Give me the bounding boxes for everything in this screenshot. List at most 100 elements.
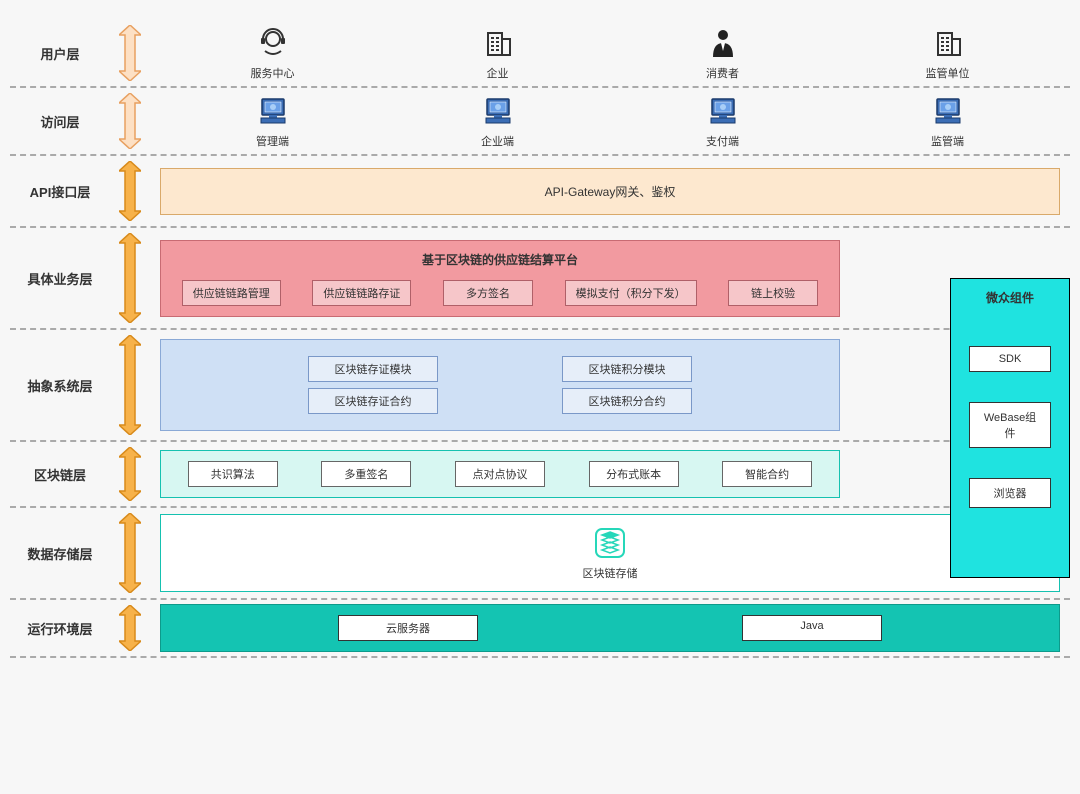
layer-abstract: 抽象系统层 区块链存证模块 区块链积分模块区块链存证合约区块链积分合约 bbox=[10, 330, 1070, 440]
layer-label-text: API接口层 bbox=[30, 182, 91, 201]
box-item: 供应链链路存证 bbox=[312, 280, 411, 306]
arrow-col bbox=[110, 156, 150, 226]
layer-label-text: 用户层 bbox=[40, 44, 79, 63]
icon-item-building: 监管单位 bbox=[888, 25, 1008, 81]
layer-content: 基于区块链的供应链结算平台供应链链路管理供应链链路存证多方签名模拟支付（积分下发… bbox=[150, 228, 850, 328]
layer-user: 用户层服务中心 企业 消费者 监管单位 bbox=[10, 20, 1070, 86]
sidebar-item: 浏览器 bbox=[969, 478, 1051, 508]
box-row: 供应链链路管理供应链链路存证多方签名模拟支付（积分下发）链上校验 bbox=[171, 280, 829, 306]
icon-row: 管理端 企业端 支付端 监管端 bbox=[160, 93, 1060, 149]
arrow-col bbox=[110, 88, 150, 154]
arrow-col bbox=[110, 20, 150, 86]
sidebar-weizhong: 微众组件SDKWeBase组件浏览器 bbox=[950, 278, 1070, 578]
box-item: 分布式账本 bbox=[589, 461, 679, 487]
layer-content: 共识算法 多重签名 点对点协议 分布式账本 智能合约 bbox=[150, 442, 850, 506]
icon-label: 监管单位 bbox=[926, 65, 970, 81]
box-item: 多重签名 bbox=[321, 461, 411, 487]
panel-blockchain: 共识算法 多重签名 点对点协议 分布式账本 智能合约 bbox=[160, 450, 840, 498]
architecture-diagram: 用户层服务中心企业消费者监管单位访问层管理端企业端支付端监管端API接口层API… bbox=[10, 20, 1070, 658]
storage-label: 区块链存储 bbox=[583, 565, 638, 581]
icon-label: 消费者 bbox=[706, 65, 739, 81]
panel-storage: 区块链存储 bbox=[160, 514, 1060, 592]
icon-label: 服务中心 bbox=[251, 65, 295, 81]
arrow-col bbox=[110, 600, 150, 656]
layer-label-text: 数据存储层 bbox=[27, 544, 92, 563]
box-item: Java bbox=[742, 615, 882, 641]
building-icon bbox=[930, 25, 966, 61]
layer-label: 数据存储层 bbox=[10, 508, 110, 598]
panel-abstract: 区块链存证模块 区块链积分模块区块链存证合约区块链积分合约 bbox=[160, 339, 840, 431]
grid-row: 区块链存证合约区块链积分合约 bbox=[251, 388, 749, 414]
box-item: 共识算法 bbox=[188, 461, 278, 487]
layer-label-text: 访问层 bbox=[40, 112, 79, 131]
layer-label: 用户层 bbox=[10, 20, 110, 86]
arrow-col bbox=[110, 508, 150, 598]
box-item: 供应链链路管理 bbox=[182, 280, 281, 306]
icon-item-terminal: 监管端 bbox=[888, 93, 1008, 149]
icon-item-terminal: 管理端 bbox=[213, 93, 333, 149]
box-item: 智能合约 bbox=[722, 461, 812, 487]
icon-row: 服务中心 企业 消费者 监管单位 bbox=[160, 25, 1060, 81]
bidir-arrow-icon bbox=[119, 447, 141, 501]
icon-label: 支付端 bbox=[706, 133, 739, 149]
panel-text: API-Gateway网关、鉴权 bbox=[545, 185, 676, 199]
terminal-icon bbox=[480, 93, 516, 129]
icon-item-terminal: 企业端 bbox=[438, 93, 558, 149]
layer-label-text: 区块链层 bbox=[34, 465, 86, 484]
icon-item-person: 消费者 bbox=[663, 25, 783, 81]
box-item: 区块链积分合约 bbox=[562, 388, 692, 414]
icon-label: 管理端 bbox=[256, 133, 289, 149]
bidir-arrow-icon bbox=[119, 335, 141, 435]
icon-item-building: 企业 bbox=[438, 25, 558, 81]
layer-runtime: 运行环境层 云服务器 Java bbox=[10, 600, 1070, 656]
layer-label-text: 运行环境层 bbox=[27, 619, 92, 638]
layer-label: API接口层 bbox=[10, 156, 110, 226]
divider bbox=[10, 656, 1070, 658]
bidir-arrow-icon bbox=[119, 93, 141, 149]
bidir-arrow-icon bbox=[119, 605, 141, 651]
box-item: 云服务器 bbox=[338, 615, 478, 641]
sidebar-item: WeBase组件 bbox=[969, 402, 1051, 448]
storage-icon-wrap: 区块链存储 bbox=[171, 525, 1049, 581]
layer-content: 服务中心 企业 消费者 监管单位 bbox=[150, 20, 1070, 86]
terminal-icon bbox=[705, 93, 741, 129]
headset-icon bbox=[255, 25, 291, 61]
layer-label-text: 抽象系统层 bbox=[27, 376, 92, 395]
layer-blockchain: 区块链层 共识算法 多重签名 点对点协议 分布式账本 智能合约 bbox=[10, 442, 1070, 506]
terminal-icon bbox=[255, 93, 291, 129]
panel-runtime: 云服务器 Java bbox=[160, 604, 1060, 652]
layer-access: 访问层管理端 企业端 支付端 监管端 bbox=[10, 88, 1070, 154]
grid-row: 区块链存证模块 区块链积分模块 bbox=[251, 356, 749, 382]
layer-content: 区块链存证模块 区块链积分模块区块链存证合约区块链积分合约 bbox=[150, 330, 850, 440]
icon-item-terminal: 支付端 bbox=[663, 93, 783, 149]
layer-api: API接口层 API-Gateway网关、鉴权 bbox=[10, 156, 1070, 226]
layer-content: 管理端 企业端 支付端 监管端 bbox=[150, 88, 1070, 154]
box-row: 共识算法 多重签名 点对点协议 分布式账本 智能合约 bbox=[171, 461, 829, 487]
building-icon bbox=[480, 25, 516, 61]
layer-content: API-Gateway网关、鉴权 bbox=[150, 156, 1070, 226]
layer-label: 抽象系统层 bbox=[10, 330, 110, 440]
icon-label: 企业端 bbox=[481, 133, 514, 149]
bidir-arrow-icon bbox=[119, 513, 141, 593]
icon-item-headset: 服务中心 bbox=[213, 25, 333, 81]
box-item: 区块链积分模块 bbox=[562, 356, 692, 382]
arrow-col bbox=[110, 228, 150, 328]
box-item: 点对点协议 bbox=[455, 461, 545, 487]
layer-content: 云服务器 Java bbox=[150, 600, 1070, 656]
panel-api: API-Gateway网关、鉴权 bbox=[160, 168, 1060, 215]
layer-label: 区块链层 bbox=[10, 442, 110, 506]
arrow-col bbox=[110, 330, 150, 440]
bidir-arrow-icon bbox=[119, 161, 141, 221]
box-item: 模拟支付（积分下发） bbox=[565, 280, 697, 306]
layer-label: 访问层 bbox=[10, 88, 110, 154]
sidebar-title: 微众组件 bbox=[986, 289, 1034, 306]
box-item: 区块链存证模块 bbox=[308, 356, 438, 382]
bidir-arrow-icon bbox=[119, 25, 141, 81]
layer-storage: 数据存储层区块链存储 bbox=[10, 508, 1070, 598]
layer-label: 具体业务层 bbox=[10, 228, 110, 328]
box-row: 云服务器 Java bbox=[171, 615, 1049, 641]
panel-business: 基于区块链的供应链结算平台供应链链路管理供应链链路存证多方签名模拟支付（积分下发… bbox=[160, 240, 840, 317]
box-item: 链上校验 bbox=[728, 280, 818, 306]
bidir-arrow-icon bbox=[119, 233, 141, 323]
icon-label: 企业 bbox=[487, 65, 509, 81]
